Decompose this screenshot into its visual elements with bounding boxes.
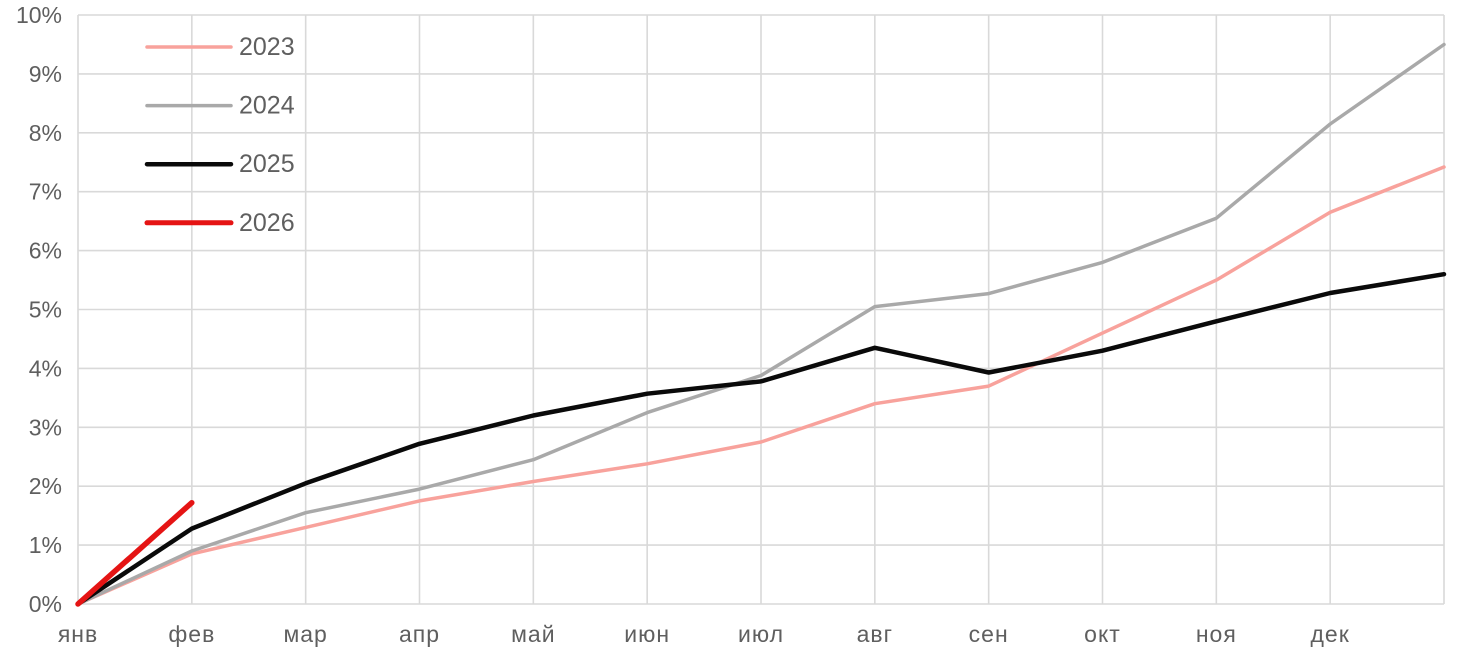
x-tick-label: сен [969,621,1009,647]
legend-label-2026: 2026 [239,209,295,237]
x-axis-tick-labels: янв фев мар апр май июн июл авг сен окт ноя дек [58,621,1350,647]
series-line-2026 [75,499,195,607]
x-tick-label: ноя [1196,621,1237,647]
y-tick-label: 9% [29,61,62,87]
y-tick-label: 7% [29,179,62,205]
legend: 2023 2024 2025 2026 [144,33,295,237]
y-tick-label: 8% [29,120,62,146]
legend-label-2023: 2023 [239,33,295,61]
y-tick-label: 6% [29,238,62,264]
x-tick-label: май [511,621,555,647]
series-lines [75,42,1447,607]
x-tick-label: апр [399,621,440,647]
y-tick-label: 2% [29,473,62,499]
y-tick-label: 0% [29,591,62,617]
series-line-2024 [76,42,1446,606]
y-tick-label: 3% [29,414,62,440]
x-tick-label: фев [168,621,215,647]
x-tick-label: июн [624,621,670,647]
y-tick-label: 1% [29,532,62,558]
x-tick-label: мар [283,621,327,647]
y-tick-label: 5% [29,297,62,323]
legend-label-2024: 2024 [239,92,295,120]
gridlines [77,14,1445,605]
x-tick-label: окт [1084,621,1121,647]
y-axis-tick-labels: 0% 1% 2% 3% 4% 5% 6% 7% 8% 9% 10% [16,2,62,617]
y-tick-label: 4% [29,355,62,381]
series-line-2023 [76,165,1446,606]
series-line-2025 [75,271,1447,607]
x-tick-label: авг [857,621,893,647]
x-tick-label: июл [738,621,784,647]
x-tick-label: янв [58,621,98,647]
x-tick-label: дек [1311,621,1350,647]
y-tick-label: 10% [16,2,62,28]
legend-label-2025: 2025 [239,150,295,178]
